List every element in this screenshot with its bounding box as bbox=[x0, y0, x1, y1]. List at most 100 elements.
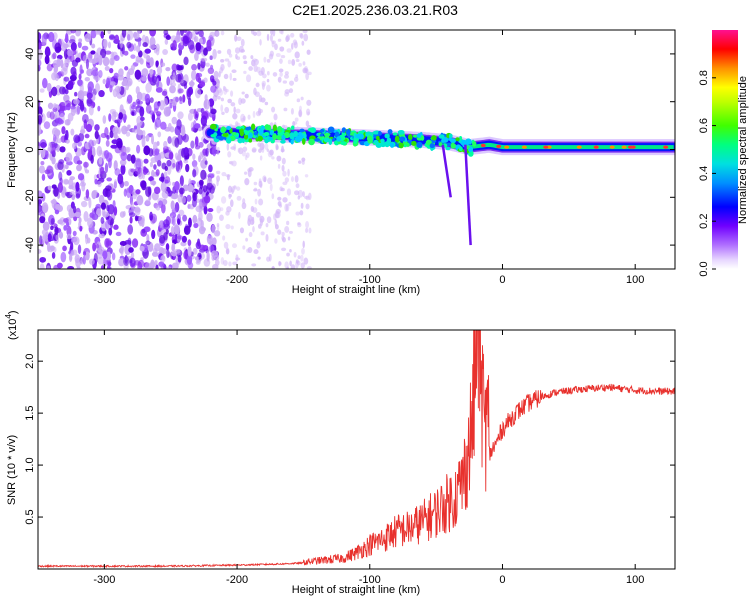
signal-band-blob bbox=[248, 138, 253, 143]
signal-band-blob bbox=[319, 133, 324, 137]
signal-band-blob bbox=[327, 126, 335, 133]
spectrogram-noise-blob bbox=[118, 112, 124, 120]
spectrogram-faint-blob bbox=[216, 149, 220, 156]
signal-band-blob bbox=[280, 139, 286, 144]
spectrogram-noise-blob bbox=[187, 239, 192, 247]
spectrogram-noise-blob bbox=[70, 249, 75, 257]
spectrogram-noise-blob bbox=[168, 152, 174, 160]
snr-x-tick-label: -100 bbox=[359, 574, 381, 586]
spectrogram-noise-blob bbox=[145, 104, 152, 114]
spectrogram-noise-blob bbox=[195, 42, 202, 52]
spectrogram-noise-blob bbox=[50, 217, 55, 225]
spectrogram-noise-blob bbox=[148, 175, 154, 182]
spectrogram-faint-blob bbox=[271, 106, 276, 113]
spectrogram-noise-blob bbox=[179, 187, 185, 195]
spectrogram-faint-blob bbox=[267, 177, 273, 185]
spectrogram-noise-blob bbox=[59, 146, 66, 153]
spectrogram-noise-blob bbox=[112, 126, 119, 135]
spectrogram-noise-blob bbox=[74, 211, 82, 218]
spectrogram-noise-blob bbox=[162, 48, 169, 56]
spectrogram-faint-blob bbox=[248, 232, 253, 238]
spectrogram-noise-blob bbox=[134, 69, 142, 80]
spectrogram-noise-blob bbox=[159, 220, 163, 229]
spectrogram-noise-blob bbox=[195, 260, 201, 265]
spectrogram-noise-blob bbox=[130, 252, 135, 259]
spectrogram-noise-blob bbox=[134, 167, 141, 175]
spectrogram-faint-blob bbox=[219, 207, 224, 212]
spectrogram-noise-blob bbox=[85, 123, 93, 133]
signal-band-blob bbox=[215, 135, 223, 140]
spectrogram-noise-blob bbox=[38, 42, 42, 50]
spectrogram-faint-blob bbox=[232, 113, 238, 120]
spectrogram-faint-blob bbox=[298, 62, 302, 67]
spectrogram-faint-blob bbox=[294, 51, 300, 59]
spectrogram-noise-blob bbox=[98, 54, 103, 66]
spectrogram-noise-blob bbox=[190, 140, 195, 149]
spectrogram-noise-blob bbox=[82, 113, 89, 124]
spectrogram-noise-blob bbox=[164, 165, 168, 172]
spectrogram-noise-blob bbox=[91, 190, 97, 200]
spectrogram-faint-blob bbox=[284, 71, 289, 76]
signal-band-blob bbox=[375, 141, 383, 148]
spectrogram-noise-blob bbox=[41, 38, 47, 47]
spectrogram-noise-blob bbox=[149, 97, 154, 104]
spectrogram-noise-blob bbox=[132, 32, 140, 40]
spectrogram-noise-blob bbox=[125, 77, 133, 87]
spectrogram-noise-blob bbox=[40, 142, 47, 148]
spectrogram-noise-blob bbox=[70, 30, 77, 34]
spectrogram-faint-blob bbox=[270, 30, 274, 35]
spectrogram-noise-blob bbox=[158, 261, 165, 267]
spectrogram-noise-blob bbox=[58, 231, 64, 239]
spectrogram-faint-blob bbox=[240, 38, 245, 47]
spectrogram-noise-blob bbox=[102, 211, 110, 218]
spectrogram-faint-blob bbox=[290, 108, 294, 115]
spectrogram-noise-blob bbox=[157, 131, 162, 138]
spectrogram-faint-blob bbox=[221, 111, 225, 115]
spectrogram-noise-blob bbox=[44, 55, 50, 65]
signal-band-blob bbox=[429, 143, 435, 149]
spectrogram-noise-blob bbox=[163, 30, 169, 36]
spectrogram-noise-blob bbox=[150, 180, 157, 186]
spectrogram-noise-blob bbox=[203, 77, 208, 83]
spectrogram-noise-blob bbox=[39, 263, 45, 269]
spectrogram-noise-blob bbox=[113, 55, 120, 62]
spectrogram-faint-blob bbox=[308, 192, 312, 201]
spectrogram-noise-blob bbox=[108, 227, 113, 236]
signal-band-blob bbox=[297, 134, 304, 140]
spectrogram-noise-blob bbox=[155, 60, 159, 67]
spectrogram-noise-blob bbox=[65, 129, 69, 141]
spectrogram-faint-blob bbox=[257, 256, 261, 260]
spectrogram-noise-blob bbox=[139, 58, 144, 65]
spectrogram-noise-blob bbox=[39, 256, 47, 263]
spectrogram-noise-blob bbox=[212, 94, 218, 102]
spectrogram-noise-blob bbox=[204, 160, 208, 165]
spectrogram-faint-blob bbox=[305, 220, 310, 229]
spectrogram-faint-blob bbox=[303, 257, 309, 265]
spectrogram-noise-blob bbox=[72, 230, 77, 237]
spectrogram-faint-blob bbox=[277, 38, 282, 42]
spectrogram-noise-blob bbox=[180, 195, 186, 204]
spectrogram-faint-blob bbox=[294, 175, 299, 183]
spectrogram-noise-blob bbox=[85, 233, 89, 245]
spectrogram-faint-blob bbox=[293, 76, 299, 82]
spectrogram-noise-blob bbox=[166, 164, 172, 175]
signal-band-blob bbox=[272, 133, 278, 141]
spectrogram-faint-blob bbox=[284, 89, 290, 95]
spectrogram-noise-blob bbox=[135, 189, 141, 195]
signal-band-blob bbox=[253, 131, 259, 136]
spectrogram-noise-blob bbox=[139, 106, 145, 117]
spectrogram-y-axis-label: Frequency (Hz) bbox=[6, 112, 18, 188]
spectrogram-noise-blob bbox=[135, 98, 141, 106]
signal-band-blob bbox=[247, 132, 253, 139]
spectrogram-noise-blob bbox=[191, 127, 196, 132]
spectrogram-noise-blob bbox=[140, 116, 145, 122]
spectrogram-noise-blob bbox=[123, 188, 127, 197]
spectrogram-noise-blob bbox=[90, 30, 97, 39]
spectrogram-faint-blob bbox=[236, 36, 242, 41]
spectrogram-noise-blob bbox=[46, 63, 53, 72]
spectrogram-noise-blob bbox=[95, 82, 100, 93]
spectrogram-faint-blob bbox=[216, 223, 220, 227]
spectrogram-faint-blob bbox=[271, 193, 275, 200]
spectrogram-faint-blob bbox=[261, 82, 265, 90]
signal-band-blob bbox=[263, 131, 270, 137]
